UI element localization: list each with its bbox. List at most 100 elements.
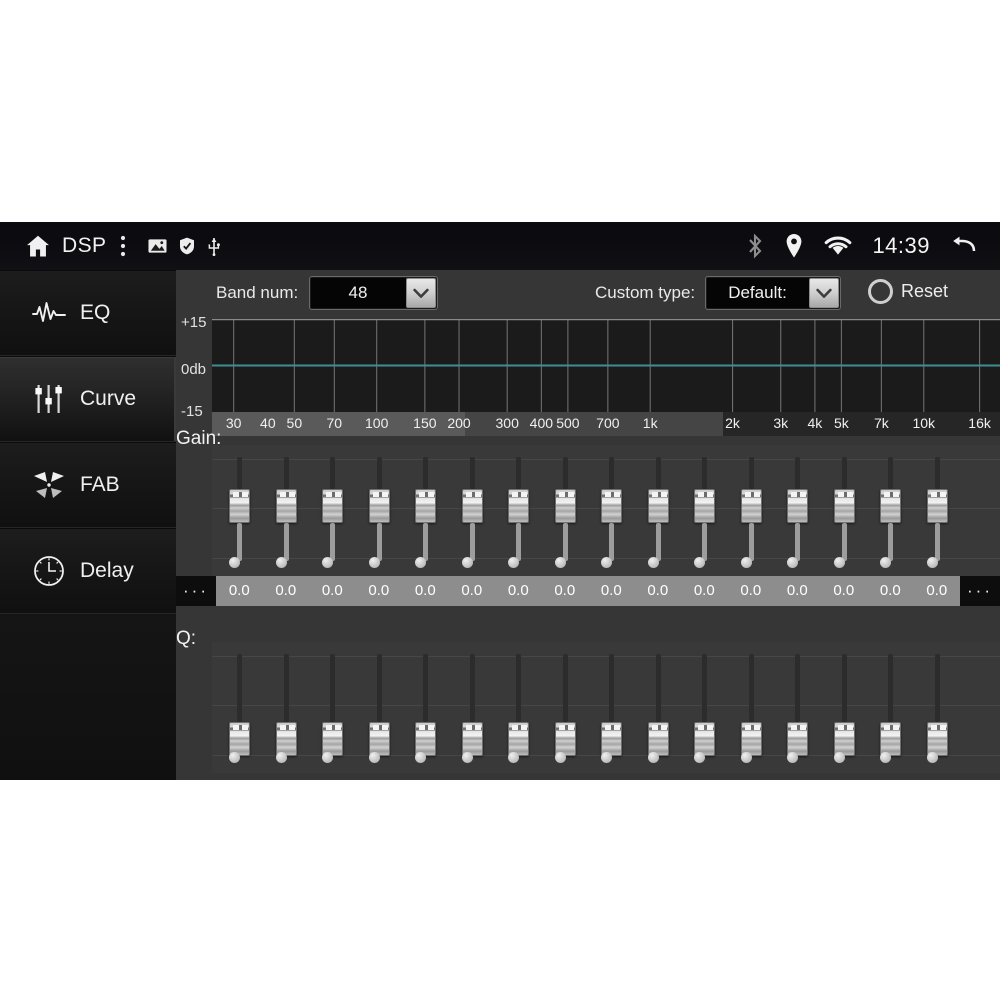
custom-type-dropdown[interactable]: Default: xyxy=(705,276,841,310)
sidebar-item-curve[interactable]: Curve xyxy=(0,356,176,442)
q-slider[interactable] xyxy=(922,642,952,773)
sidebar-item-eq[interactable]: EQ xyxy=(0,270,176,356)
eq-curve-grid xyxy=(212,319,1000,412)
slider-thumb[interactable] xyxy=(833,489,855,523)
q-slider[interactable] xyxy=(410,642,440,773)
back-arrow-icon[interactable] xyxy=(950,234,978,258)
slider-thumb[interactable] xyxy=(275,489,297,523)
slider-thumb[interactable] xyxy=(694,722,716,756)
slider-thumb[interactable] xyxy=(601,489,623,523)
more-vertical-icon[interactable] xyxy=(120,234,126,258)
gain-prev-page-button[interactable]: ··· xyxy=(176,576,216,606)
slider-thumb[interactable] xyxy=(461,489,483,523)
slider-thumb[interactable] xyxy=(508,722,530,756)
gain-slider[interactable] xyxy=(829,445,859,576)
gain-slider[interactable] xyxy=(457,445,487,576)
q-slider[interactable] xyxy=(503,642,533,773)
slider-thumb[interactable] xyxy=(833,722,855,756)
gain-slider[interactable] xyxy=(689,445,719,576)
gain-slider[interactable] xyxy=(922,445,952,576)
slider-thumb[interactable] xyxy=(415,722,437,756)
y-axis-label-bottom: -15 xyxy=(181,403,203,420)
freq-tick-label: 3k xyxy=(773,415,789,431)
slider-thumb[interactable] xyxy=(880,722,902,756)
slider-thumb[interactable] xyxy=(229,722,251,756)
slider-thumb[interactable] xyxy=(322,722,344,756)
q-slider[interactable] xyxy=(224,642,254,773)
slider-thumb[interactable] xyxy=(787,489,809,523)
freq-tick-label: 7k xyxy=(873,415,889,431)
q-slider[interactable] xyxy=(550,642,580,773)
slider-thumb-notch xyxy=(698,725,714,730)
slider-thumb-notch xyxy=(558,725,574,730)
slider-thumb[interactable] xyxy=(322,489,344,523)
q-slider[interactable] xyxy=(689,642,719,773)
gain-slider[interactable] xyxy=(782,445,812,576)
slider-thumb[interactable] xyxy=(368,489,390,523)
slider-thumb[interactable] xyxy=(787,722,809,756)
gain-slider[interactable] xyxy=(643,445,673,576)
q-slider[interactable] xyxy=(271,642,301,773)
q-slider[interactable] xyxy=(364,642,394,773)
freq-tick-label: 500 xyxy=(556,415,580,431)
gain-slider[interactable] xyxy=(364,445,394,576)
band-num-dropdown[interactable]: 48 xyxy=(309,276,438,310)
gain-slider[interactable] xyxy=(271,445,301,576)
gain-value-row: 0.0 0.0 0.0 0.0 0.0 0.0 0.0 0.0 0.0 0.0 0.0 0.0 0.0 0… xyxy=(216,576,960,606)
q-slider[interactable] xyxy=(782,642,812,773)
sidebar-item-delay[interactable]: Delay xyxy=(0,528,176,614)
slider-thumb[interactable] xyxy=(368,722,390,756)
slider-thumb[interactable] xyxy=(647,489,669,523)
q-slider[interactable] xyxy=(596,642,626,773)
gain-slider[interactable] xyxy=(550,445,580,576)
gain-slider[interactable] xyxy=(224,445,254,576)
waveform-icon xyxy=(32,296,66,330)
chevron-down-icon[interactable] xyxy=(809,278,839,308)
slider-thumb-notch xyxy=(884,492,900,497)
sidebar-item-label: EQ xyxy=(80,301,111,324)
slider-track-upper xyxy=(237,654,243,722)
slider-thumb[interactable] xyxy=(740,722,762,756)
q-slider[interactable] xyxy=(829,642,859,773)
slider-thumb-notch xyxy=(279,492,295,497)
slider-end-knob xyxy=(368,752,380,763)
q-slider[interactable] xyxy=(457,642,487,773)
gain-value: 0.0 xyxy=(693,582,715,599)
gain-slider[interactable] xyxy=(410,445,440,576)
gain-slider[interactable] xyxy=(875,445,905,576)
slider-thumb[interactable] xyxy=(554,722,576,756)
slider-thumb[interactable] xyxy=(601,722,623,756)
chevron-down-icon[interactable] xyxy=(406,278,436,308)
q-slider[interactable] xyxy=(643,642,673,773)
freq-tick-label: 50 xyxy=(286,415,303,431)
slider-track-lower xyxy=(330,523,336,561)
q-slider[interactable] xyxy=(875,642,905,773)
q-slider[interactable] xyxy=(736,642,766,773)
slider-thumb[interactable] xyxy=(740,489,762,523)
slider-end-knob xyxy=(415,752,427,763)
home-icon[interactable] xyxy=(24,232,52,260)
slider-thumb[interactable] xyxy=(694,489,716,523)
slider-thumb[interactable] xyxy=(926,722,948,756)
gain-value: 0.0 xyxy=(368,582,390,599)
q-slider[interactable] xyxy=(317,642,347,773)
reset-button[interactable]: Reset xyxy=(868,279,948,304)
slider-thumb[interactable] xyxy=(461,722,483,756)
slider-thumb[interactable] xyxy=(415,489,437,523)
slider-thumb[interactable] xyxy=(508,489,530,523)
slider-thumb[interactable] xyxy=(880,489,902,523)
gain-slider[interactable] xyxy=(596,445,626,576)
slider-thumb[interactable] xyxy=(647,722,669,756)
eq-curve-chart[interactable] xyxy=(212,319,1000,412)
gain-slider[interactable] xyxy=(503,445,533,576)
sidebar-item-fab[interactable]: FAB xyxy=(0,442,176,528)
slider-thumb-notch xyxy=(837,725,853,730)
gain-slider[interactable] xyxy=(317,445,347,576)
gain-next-page-button[interactable]: ··· xyxy=(960,576,1000,606)
slider-thumb[interactable] xyxy=(926,489,948,523)
slider-thumb[interactable] xyxy=(229,489,251,523)
slider-thumb[interactable] xyxy=(554,489,576,523)
slider-thumb[interactable] xyxy=(275,722,297,756)
gain-slider[interactable] xyxy=(736,445,766,576)
slider-track-lower xyxy=(934,523,940,561)
